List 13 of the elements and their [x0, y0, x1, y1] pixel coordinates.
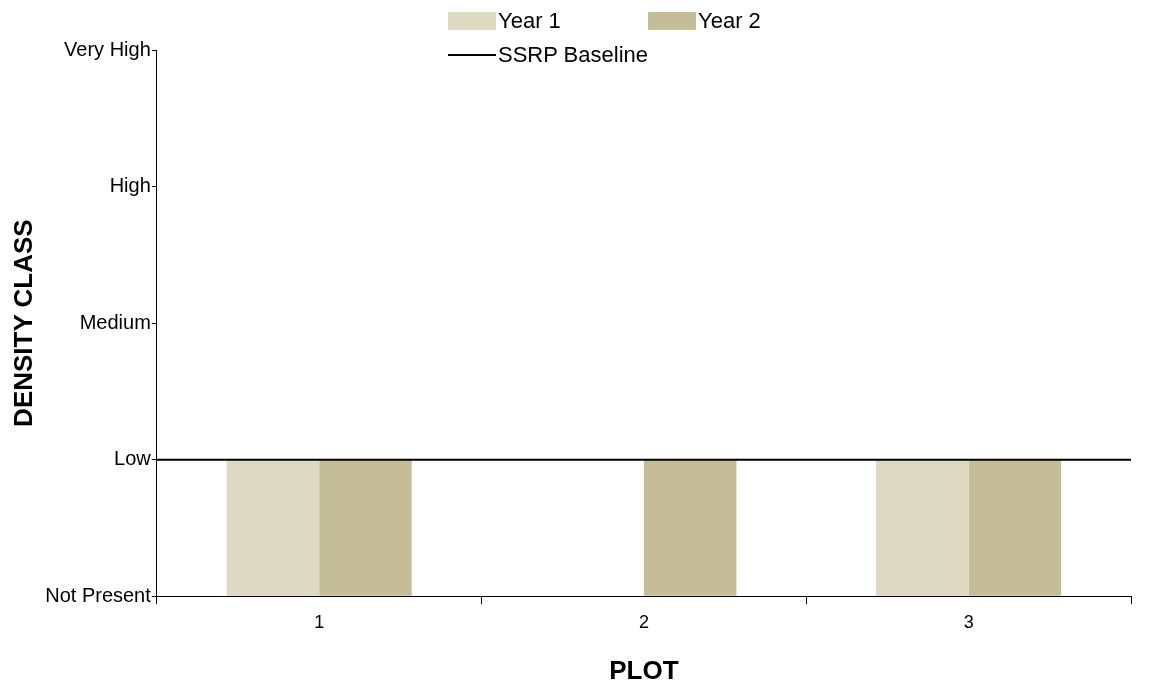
legend-label: Year 2 — [697, 7, 762, 35]
text: Not Present — [45, 583, 152, 606]
text: High — [109, 174, 151, 197]
text: Low — [114, 447, 152, 470]
y-axis-title: DENSITY CLASS — [7, 219, 38, 427]
x-tick-label: 1 — [314, 611, 325, 632]
legend-label: SSRP Baseline — [497, 41, 649, 69]
x-axis-title: PLOT — [609, 654, 679, 685]
x-tick-label: 3 — [963, 611, 974, 632]
x-tick-label: 2 — [638, 611, 649, 632]
legend-label: Year 1 — [497, 7, 562, 35]
text: Very High — [64, 37, 151, 60]
text: Medium — [79, 310, 151, 333]
